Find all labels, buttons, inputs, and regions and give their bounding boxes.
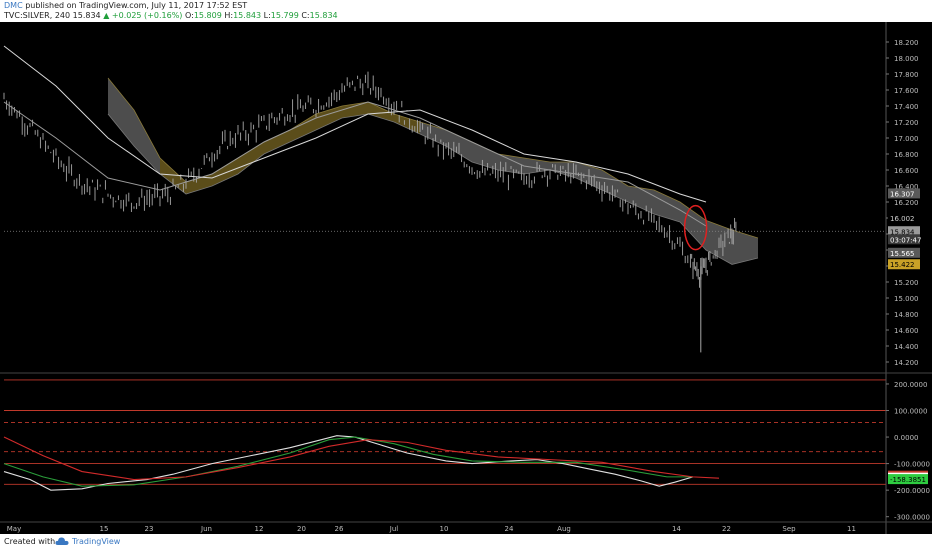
symbol-line: TVC:SILVER, 240 15.834 ▲ +0.025 (+0.16%)… [4, 11, 338, 20]
time-tick-label: Aug [557, 525, 571, 533]
high-label: H: [224, 11, 234, 20]
price-tick-label: 16.200 [894, 199, 919, 207]
up-arrow-icon: ▲ [103, 11, 110, 20]
cloud-segment [134, 110, 160, 174]
time-tick-label: 10 [440, 525, 449, 533]
osc-series-line [3, 435, 694, 491]
annotation-circle [683, 204, 708, 251]
time-tick-label: 14 [672, 525, 681, 533]
price-tick-label: 14.200 [894, 359, 919, 367]
chart-background [0, 22, 932, 534]
cloud-segment [186, 174, 212, 194]
price-tick-label: 15.200 [894, 279, 919, 287]
price-label-box [888, 259, 920, 270]
close-value: 15.834 [309, 11, 338, 20]
time-tick-label: 20 [297, 525, 306, 533]
osc-tick-label: 100.0000 [894, 408, 927, 416]
cloud-segment [654, 190, 680, 222]
cloud-segment [264, 130, 290, 154]
close-label: C: [301, 11, 310, 20]
osc-series-line [3, 436, 693, 487]
cloud-segment [368, 102, 394, 122]
cloud-segment [108, 78, 134, 146]
low-label: L: [263, 11, 271, 20]
time-tick-label: 15 [100, 525, 109, 533]
cloud-segment [472, 142, 498, 170]
time-tick-label: May [7, 525, 21, 533]
osc-tick-label: 200.0000 [894, 381, 927, 389]
price-label-box [888, 234, 920, 245]
time-tick-label: Jul [389, 525, 399, 533]
osc-series-line [3, 436, 720, 481]
time-tick-label: Jun [200, 525, 212, 533]
tradingview-link[interactable]: TradingView [72, 537, 121, 546]
cloud-segment [160, 158, 186, 194]
chart-header: DMC published on TradingView.com, July 1… [0, 0, 932, 22]
price-label: 15.565 [890, 250, 915, 258]
price-tick-label: 17.200 [894, 119, 919, 127]
created-with-text: Created with [4, 537, 56, 546]
price-label-box [888, 247, 920, 258]
time-tick-label: 22 [722, 525, 731, 533]
symbol-label[interactable]: TVC:SILVER, 240 [4, 11, 71, 20]
cloud-segment [550, 162, 576, 178]
price-label: 03:07:47 [890, 236, 921, 244]
time-tick-label: Sep [782, 525, 796, 533]
price-tick-label: 16.600 [894, 167, 919, 175]
cloud-segment [732, 230, 758, 265]
price-label: 16.002 [890, 215, 915, 223]
tradingview-cloud-icon [55, 537, 69, 545]
price-label: 15.422 [890, 261, 915, 269]
price-tick-label: 16.800 [894, 151, 919, 159]
price-tick-label: 18.000 [894, 55, 919, 63]
cloud-segment [212, 158, 238, 186]
price-tick-label: 17.600 [894, 87, 919, 95]
open-label: O: [184, 11, 194, 20]
osc-label: -158.3851 [890, 476, 926, 484]
chart-footer: Created with TradingView [0, 534, 932, 550]
osc-tick-label: -200.0000 [894, 487, 930, 495]
price-tick-label: 16.400 [894, 183, 919, 191]
publish-line: DMC published on TradingView.com, July 1… [4, 1, 247, 10]
cloud-segment [498, 154, 524, 174]
price-label-box [888, 212, 920, 223]
osc-tick-label: -300.0000 [894, 514, 930, 522]
price-label: 15.834 [890, 228, 915, 236]
price-tick-label: 14.800 [894, 311, 919, 319]
price-tick-label: 18.200 [894, 39, 919, 47]
price-tick-label: 14.400 [894, 343, 919, 351]
ma-fast-line [3, 101, 707, 227]
cloud-segment [602, 170, 628, 202]
time-tick-label: 11 [847, 525, 856, 533]
axes: 18.200 18.000 17.800 17.600 17.400 17.200 17.0… [0, 22, 932, 534]
price-label: 16.307 [890, 190, 915, 198]
price-tick-label: 17.000 [894, 135, 919, 143]
osc-label-box [888, 474, 928, 485]
price-pane[interactable] [3, 45, 886, 353]
price-chart[interactable]: 18.200 18.000 17.800 17.600 17.400 17.200 17.0… [0, 22, 932, 534]
last-price: 15.834 [72, 11, 101, 20]
price-tick-label: 14.600 [894, 327, 919, 335]
price-label-box [888, 188, 920, 199]
osc-tick-label: 0.0000 [894, 434, 919, 442]
price-label-box [888, 226, 920, 237]
cloud-segment [342, 102, 368, 118]
high-value: 15.843 [233, 11, 262, 20]
price-tick-label: 17.800 [894, 71, 919, 79]
author-link[interactable]: DMC [4, 1, 23, 10]
ma-slow-line [3, 45, 707, 203]
osc-tick-label: -100.0000 [894, 461, 930, 469]
time-tick-label: 23 [145, 525, 154, 533]
price-change: +0.025 (+0.16%) [111, 11, 183, 20]
publish-text: published on TradingView.com, July 11, 2… [22, 1, 248, 10]
low-value: 15.799 [270, 11, 299, 20]
price-tick-label: 15.000 [894, 295, 919, 303]
oscillator-pane[interactable] [3, 379, 886, 491]
cloud-segment [394, 114, 420, 134]
time-tick-label: 24 [505, 525, 514, 533]
time-tick-label: 26 [335, 525, 344, 533]
time-tick-label: 12 [255, 525, 264, 533]
open-value: 15.809 [193, 11, 222, 20]
price-tick-label: 17.400 [894, 103, 919, 111]
